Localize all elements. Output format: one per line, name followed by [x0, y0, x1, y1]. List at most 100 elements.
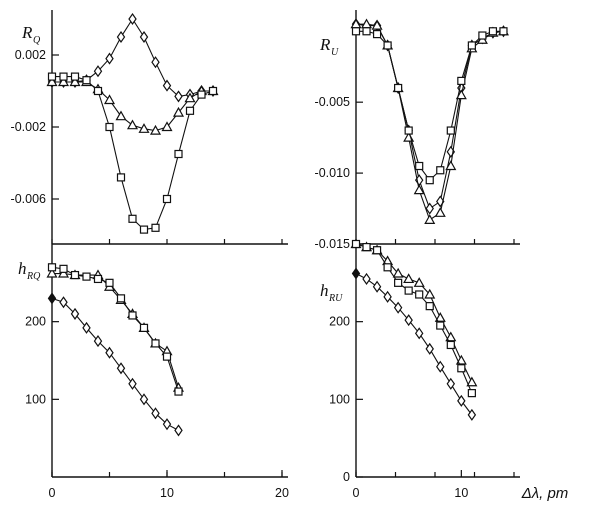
- y-tick-label: 100: [25, 392, 46, 406]
- data-point-diamond: [425, 202, 434, 215]
- data-point-diamond: [446, 377, 456, 390]
- panel-rq: 0.002 -0.002 -0.006 R Q: [11, 10, 288, 245]
- data-point-square: [105, 278, 114, 287]
- data-point-diamond: [105, 346, 114, 359]
- data-point-triangle: [403, 273, 415, 284]
- data-point-diamond: [383, 290, 392, 303]
- x-tick-label: 0: [49, 486, 56, 500]
- data-point-triangle: [434, 312, 446, 322]
- data-point-square: [105, 122, 114, 132]
- panel-label: h: [18, 259, 27, 278]
- data-point-square: [467, 41, 476, 50]
- data-point-square: [162, 352, 172, 361]
- data-point-square: [488, 27, 498, 36]
- panel-hru: 0 100 200 0 10 Δλ, pm h RU: [320, 238, 569, 502]
- y-tick-label: 0.002: [15, 48, 46, 62]
- data-point-square: [404, 126, 413, 135]
- x-axis-label: Δλ, pm: [521, 485, 569, 502]
- data-point-square: [478, 31, 487, 40]
- y-tick-label: -0.015: [315, 237, 350, 251]
- data-point-square: [208, 86, 218, 96]
- data-point-square: [162, 194, 172, 204]
- data-point-square: [128, 214, 137, 223]
- series-line-triangle: [355, 243, 473, 383]
- data-point-square: [93, 274, 103, 284]
- y-tick-label: -0.005: [315, 95, 350, 109]
- series-line-square: [356, 30, 504, 182]
- panel-label-subscript: RU: [328, 293, 343, 304]
- data-point-diamond: [425, 342, 434, 355]
- data-point-square: [82, 76, 91, 85]
- x-tick-label: 10: [454, 486, 468, 500]
- data-point-diamond: [174, 90, 183, 103]
- data-point-diamond: [128, 377, 137, 390]
- data-point-square: [70, 72, 80, 81]
- data-point-square: [425, 176, 434, 185]
- data-point-square: [362, 27, 371, 36]
- data-point-square: [383, 41, 392, 50]
- data-point-diamond: [128, 12, 137, 26]
- data-point-diamond: [47, 292, 57, 305]
- data-point-triangle: [455, 89, 467, 100]
- panel-label: R: [319, 35, 331, 54]
- data-point-square: [415, 290, 424, 299]
- data-point-square: [425, 302, 434, 311]
- y-tick-label: 200: [25, 315, 46, 329]
- data-point-square: [93, 86, 103, 96]
- data-point-diamond: [414, 327, 424, 340]
- x-tick-label: 0: [353, 486, 360, 500]
- data-point-triangle: [57, 76, 70, 87]
- data-point-square: [59, 264, 68, 273]
- data-point-square: [436, 321, 445, 330]
- panel-hrq: 100 200 0 10 20 h RQ: [18, 244, 289, 500]
- y-tick-label: 100: [329, 392, 350, 406]
- data-point-square: [47, 263, 57, 272]
- data-point-diamond: [362, 272, 371, 285]
- data-point-diamond: [162, 79, 172, 92]
- data-point-diamond: [436, 360, 445, 373]
- data-point-diamond: [151, 407, 160, 420]
- data-point-diamond: [59, 296, 68, 309]
- data-point-diamond: [404, 314, 413, 327]
- series-line-square: [355, 243, 473, 394]
- data-point-square: [70, 270, 80, 280]
- data-point-square: [362, 243, 371, 252]
- data-point-diamond: [93, 65, 103, 78]
- data-point-triangle: [46, 267, 58, 278]
- data-point-square: [59, 72, 68, 81]
- data-point-diamond: [105, 52, 114, 65]
- data-point-diamond: [457, 394, 466, 407]
- panel-label-subscript: Q: [33, 35, 41, 46]
- data-point-triangle: [413, 184, 425, 195]
- data-point-square: [151, 223, 160, 232]
- data-point-square: [467, 389, 476, 398]
- data-point-triangle: [149, 124, 162, 135]
- data-point-triangle: [138, 123, 150, 133]
- data-point-diamond: [467, 408, 477, 421]
- series-line-diamond: [51, 297, 179, 431]
- data-point-square: [372, 246, 382, 255]
- data-point-square: [82, 272, 91, 281]
- y-tick-label: 200: [329, 315, 350, 329]
- data-point-square: [185, 106, 195, 115]
- data-point-triangle: [126, 119, 139, 130]
- data-point-diamond: [82, 321, 91, 334]
- data-point-square: [394, 278, 403, 287]
- data-point-square: [174, 387, 183, 396]
- data-point-diamond: [116, 362, 126, 375]
- data-point-square: [394, 83, 403, 93]
- data-point-triangle: [371, 19, 383, 30]
- data-point-triangle: [69, 76, 81, 87]
- data-point-triangle: [184, 92, 196, 103]
- series-line-triangle: [356, 23, 504, 221]
- data-point-square: [499, 27, 508, 36]
- data-point-square: [47, 72, 57, 81]
- data-point-diamond: [393, 301, 403, 314]
- data-point-square: [383, 263, 392, 272]
- data-point-square: [446, 340, 455, 350]
- data-point-square: [116, 294, 126, 303]
- data-point-square: [174, 149, 183, 159]
- data-point-diamond: [116, 30, 126, 44]
- data-point-square: [116, 173, 126, 182]
- data-point-diamond: [174, 424, 183, 437]
